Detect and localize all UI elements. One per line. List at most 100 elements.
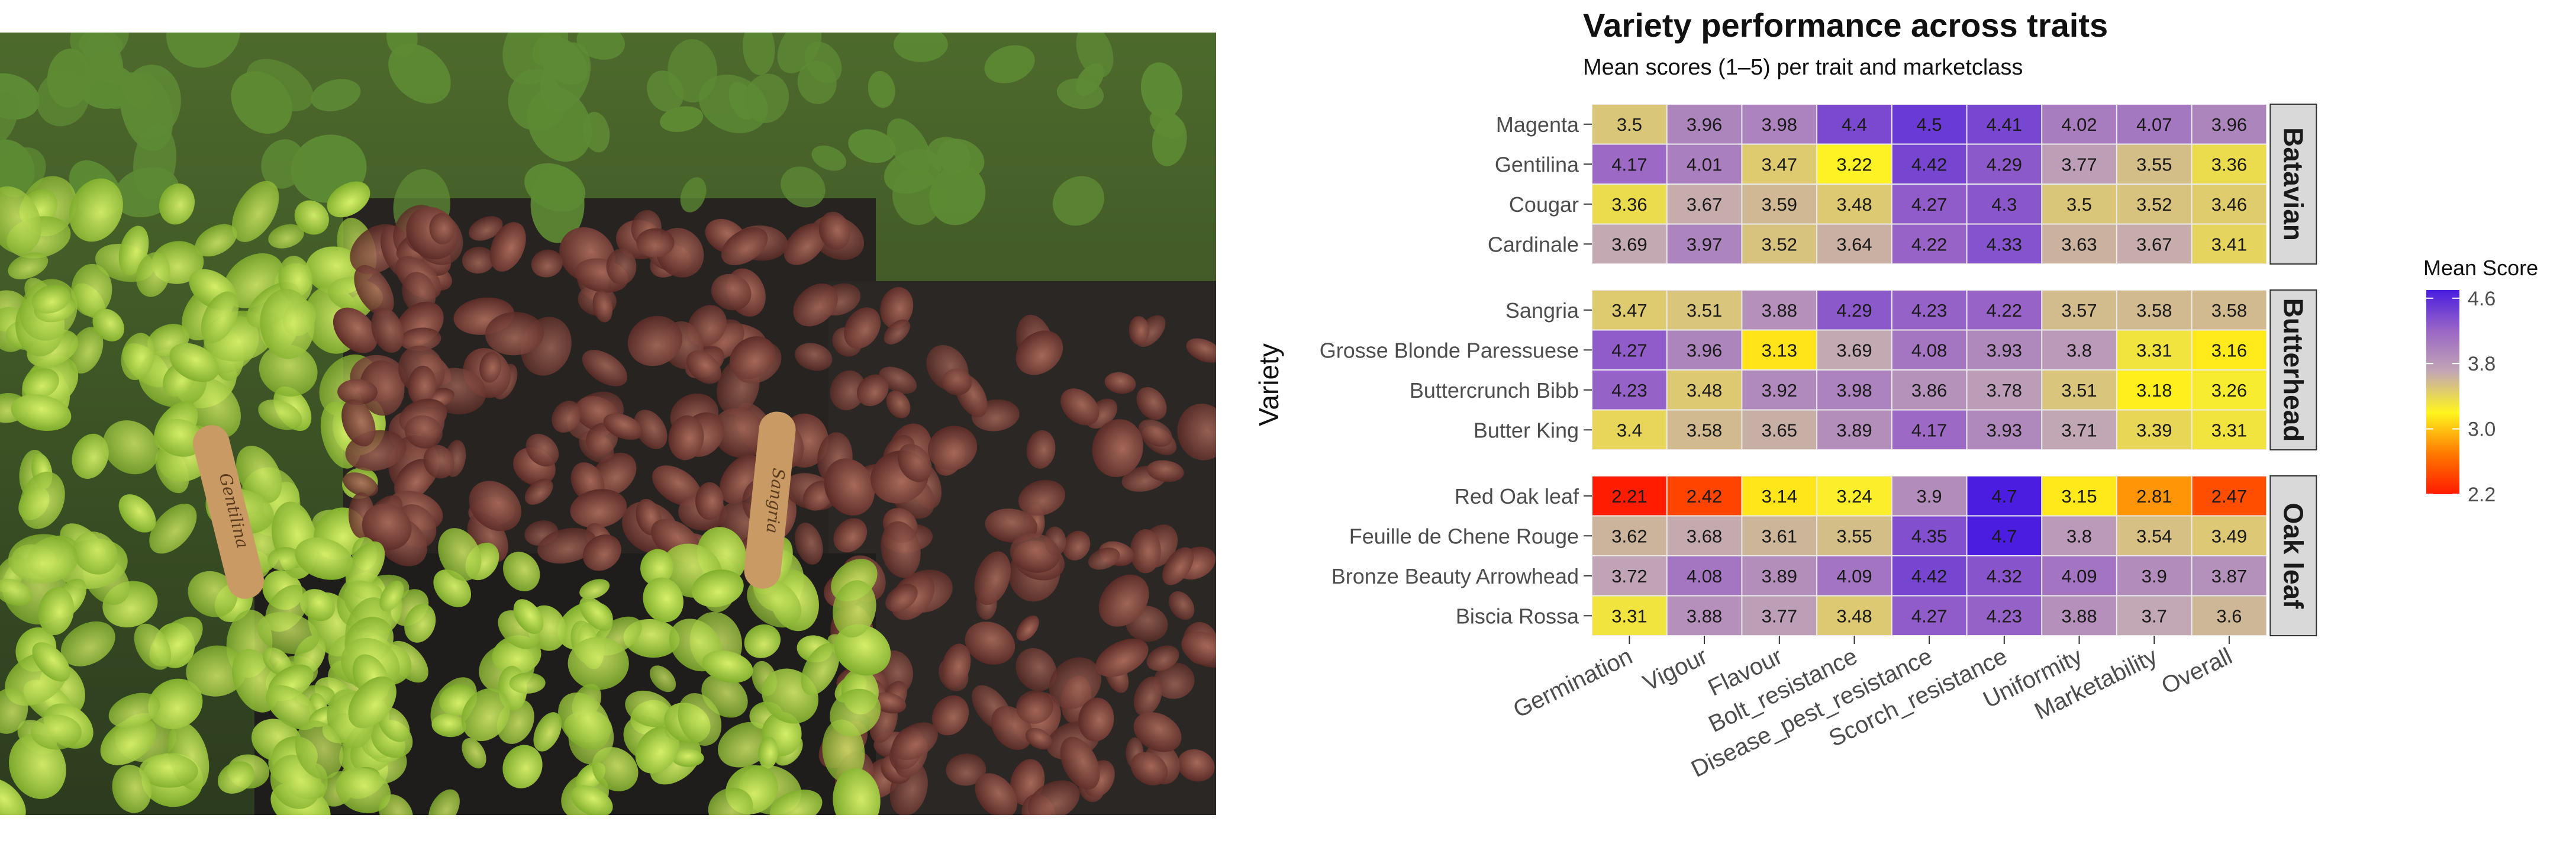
heatmap-cell-bronze-beauty-arrowhead-flavour (1742, 556, 1817, 595)
cell-value-label: 3.24 (1836, 486, 1872, 507)
leaf (881, 521, 921, 578)
cell-value-label: 3.96 (2211, 114, 2247, 135)
leaf (640, 549, 673, 586)
cell-value-label: 4.07 (2136, 114, 2172, 135)
cell-value-label: 3.49 (2211, 526, 2247, 546)
cell-value-label: 3.58 (2211, 300, 2247, 321)
cell-value-label: 3.88 (1762, 300, 1797, 321)
cell-value-label: 4.09 (1836, 566, 1872, 587)
leaf (259, 344, 318, 397)
leaf (636, 228, 675, 257)
leaf (343, 472, 379, 497)
heatmap-cell-cougar-germination (1592, 185, 1666, 224)
leaf (509, 672, 546, 694)
cell-value-label: 3.15 (2061, 486, 2097, 507)
leaf (258, 400, 302, 430)
leaf (121, 72, 153, 110)
heatmap-cell-sangria-disease-pest-resistance (1892, 291, 1966, 330)
facet-butterhead: Sangria 3.47 3.51 3.88 4.29 4.23 4.22 3.57 3.58 3… (1320, 289, 2317, 450)
leaf (246, 59, 314, 112)
leaf (965, 621, 1015, 665)
leaf (579, 579, 610, 600)
leaf (868, 71, 895, 108)
cell-value-label: 3.5 (1617, 114, 1642, 135)
heatmap-cell-gentilina-germination (1592, 144, 1666, 183)
heatmap-cell-magenta-vigour (1667, 105, 1742, 144)
leaf (1136, 387, 1167, 420)
leaf (1133, 712, 1182, 752)
leaf (537, 527, 597, 564)
cell-value-label: 4.41 (1987, 114, 2022, 135)
heatmap-cell-feuille-de-chene-rouge-scorch-resistance (1967, 516, 2042, 555)
leaf (469, 481, 521, 532)
heatmap-cell-magenta-uniformity (2042, 105, 2116, 144)
heatmap-cell-buttercrunch-bibb-vigour (1667, 371, 1742, 410)
heatmap-cell-feuille-de-chene-rouge-vigour (1667, 516, 1742, 555)
leaf (1092, 419, 1143, 477)
leaf (984, 45, 1035, 83)
y-tick-label-feuille-de-chene-rouge: Feuille de Chene Rouge (1349, 524, 1579, 548)
leaf (341, 399, 376, 447)
leaf (217, 761, 254, 794)
heatmap-cell-gentilina-disease-pest-resistance (1892, 144, 1966, 183)
heatmap-cell-cougar-bolt-resistance (1817, 185, 1891, 224)
cell-value-label: 3.6 (2216, 606, 2242, 626)
leaf (668, 415, 704, 460)
heatmap-cell-magenta-scorch-resistance (1967, 105, 2042, 144)
leaf (634, 410, 668, 449)
leaf (691, 569, 744, 607)
leaf (830, 688, 881, 737)
leaf (1138, 419, 1173, 447)
heatmap-cell-sangria-overall (2192, 291, 2267, 330)
leaf (1056, 78, 1104, 110)
leaf (627, 315, 682, 366)
heatmap-cell-bronze-beauty-arrowhead-uniformity (2042, 556, 2116, 595)
leaf (354, 265, 394, 317)
leaf (0, 92, 18, 147)
cell-value-label: 4.29 (1987, 154, 2022, 175)
heatmap-cell-bronze-beauty-arrowhead-vigour (1667, 556, 1742, 595)
leaf (100, 717, 157, 765)
cell-value-label: 3.68 (1687, 526, 1722, 546)
heatmap-cell-feuille-de-chene-rouge-germination (1592, 516, 1666, 555)
leaf (729, 336, 776, 379)
heatmap-cell-bronze-beauty-arrowhead-scorch-resistance (1967, 556, 2042, 595)
heatmap-cell-gentilina-bolt-resistance (1817, 144, 1891, 183)
leaf (201, 291, 239, 343)
legend-tick-label: 3.0 (2468, 418, 2496, 441)
cell-value-label: 3.77 (1762, 606, 1797, 626)
leaf (462, 246, 495, 274)
leaf (744, 624, 781, 658)
cell-value-label: 3.39 (2136, 420, 2172, 440)
leaf (603, 413, 643, 440)
heatmap-cell-cougar-overall (2192, 185, 2267, 224)
heatmap-cell-red-oak-leaf-scorch-resistance (1967, 476, 2042, 516)
leaf (712, 408, 768, 458)
cell-value-label: 2.81 (2136, 486, 2172, 507)
leaf (371, 307, 404, 353)
cell-value-label: 3.57 (2061, 300, 2097, 321)
leaf (892, 168, 942, 226)
cell-value-label: 3.89 (1836, 420, 1872, 440)
leaf (856, 374, 889, 407)
leaf (9, 733, 66, 799)
heatmap-cell-cougar-vigour (1667, 185, 1742, 224)
leaf (1015, 648, 1057, 691)
heatmap-cell-buttercrunch-bibb-bolt-resistance (1817, 371, 1891, 410)
heatmap-cell-bronze-beauty-arrowhead-germination (1592, 556, 1666, 595)
leaf (1010, 533, 1060, 573)
leaf (429, 213, 455, 244)
cell-value-label: 3.69 (1836, 340, 1872, 360)
leaf (232, 181, 279, 242)
leaf (408, 365, 436, 406)
heatmap-cell-red-oak-leaf-flavour (1742, 476, 1817, 516)
cell-value-label: 3.48 (1836, 606, 1872, 626)
cell-value-label: 4.27 (1911, 606, 1947, 626)
heatmap-cell-butter-king-germination (1592, 410, 1666, 449)
cell-value-label: 3.65 (1762, 420, 1797, 440)
heatmap-cell-butter-king-vigour (1667, 410, 1742, 449)
heatmap-cell-butter-king-uniformity (2042, 410, 2116, 449)
heatmap-cell-buttercrunch-bibb-uniformity (2042, 371, 2116, 410)
leaf (527, 86, 592, 162)
leaf (236, 446, 282, 504)
